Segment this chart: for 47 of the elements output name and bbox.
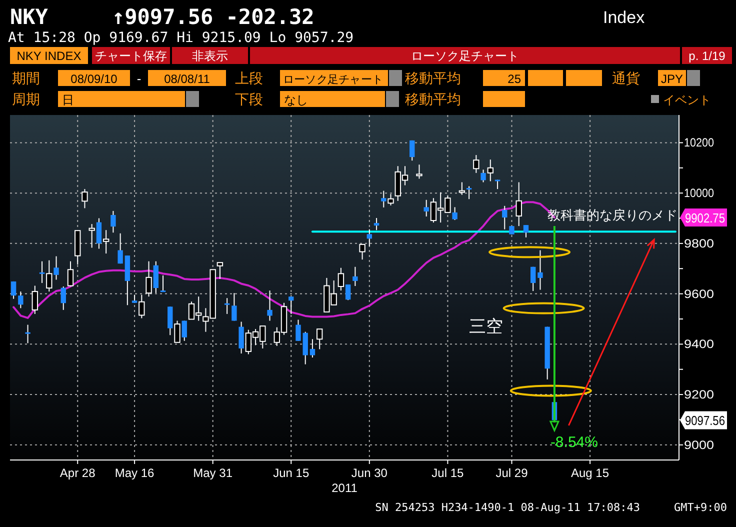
text: At 15:28 Op 9169.67 Hi 9215.09 Lo 9057.29 xyxy=(8,30,354,46)
x-tick-label: May 16 xyxy=(114,466,155,480)
x-tick-label: Apr 28 xyxy=(60,466,96,480)
text: 移動平均 xyxy=(405,70,461,86)
y-tick-label: 9800 xyxy=(684,236,714,250)
text: 周期 xyxy=(12,91,40,107)
chart-subtitle: ↑9097.56 -202.32 xyxy=(112,5,314,29)
y-tick-label: 9000 xyxy=(684,438,714,452)
text: なし xyxy=(284,93,308,107)
text: - xyxy=(136,71,142,86)
x-tick-label: Jul 15 xyxy=(432,466,464,480)
text: 通貨 xyxy=(612,70,640,86)
text: 上段 xyxy=(235,70,263,86)
text: 9097.56 xyxy=(685,413,732,428)
text: JPY xyxy=(661,72,684,86)
text: イベント xyxy=(663,93,711,107)
text: ローソク足チャート xyxy=(411,49,519,63)
text: 期間 xyxy=(12,70,40,86)
text: NKY INDEX xyxy=(16,49,82,63)
text: 日 xyxy=(62,93,74,107)
y-tick-label: 10000 xyxy=(684,186,718,200)
text: ローソク足チャート xyxy=(283,74,383,86)
y-tick-label: 10200 xyxy=(684,136,718,150)
text: 08/08/11 xyxy=(164,72,210,86)
x-tick-label: Aug 15 xyxy=(571,466,610,480)
x-tick-label: May 31 xyxy=(193,466,233,480)
text: 下段 xyxy=(235,91,263,107)
y-tick-label: 9600 xyxy=(684,286,714,301)
y-tick-label: 9400 xyxy=(684,337,714,352)
x-tick-label: Jun 30 xyxy=(351,466,388,480)
x-tick-label: Jun 15 xyxy=(273,466,310,480)
x-tick-label: Jul 29 xyxy=(496,466,528,480)
annotation: -8.54% xyxy=(550,434,598,451)
text: 9902.75 xyxy=(685,210,732,226)
text: SN 254253 H234-1490-1 08-Aug-11 17:08:43 xyxy=(375,501,640,514)
annotation: 三空 xyxy=(469,317,504,336)
text: Index xyxy=(603,8,646,27)
text: GMT+9:00 xyxy=(674,501,727,514)
text: p. 1/19 xyxy=(688,49,726,63)
text: 08/09/10 xyxy=(70,72,118,86)
text: 25 xyxy=(508,72,522,86)
x-axis-title: 2011 xyxy=(332,481,358,495)
text: 移動平均 xyxy=(405,91,461,107)
chart-title: NKY xyxy=(10,5,48,29)
text: 非表示 xyxy=(192,49,228,63)
text: チャート保存 xyxy=(95,49,167,63)
y-tick-label: 9200 xyxy=(684,388,714,402)
